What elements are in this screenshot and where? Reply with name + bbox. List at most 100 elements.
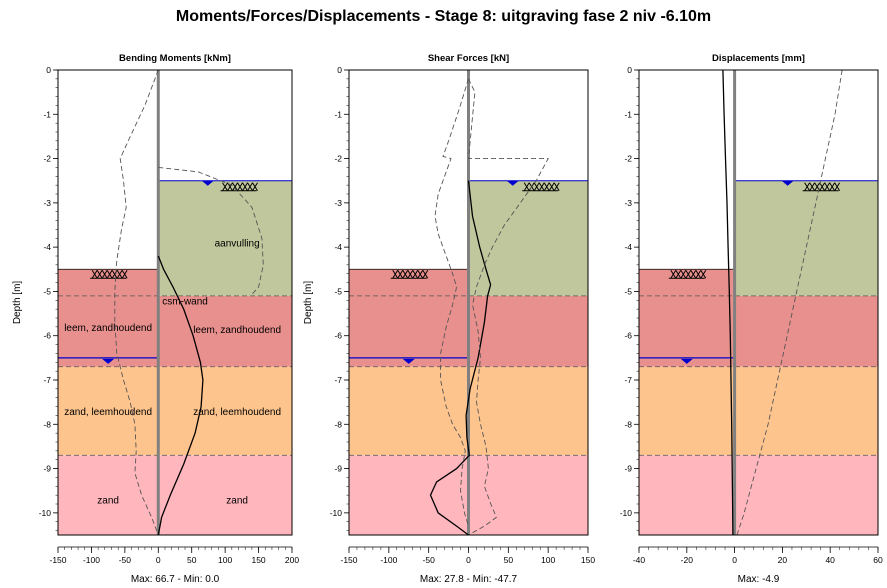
envelope-curve bbox=[468, 78, 549, 536]
y-tick-label: -2 bbox=[334, 154, 342, 164]
soil-layer-left bbox=[349, 269, 469, 367]
panel-title: Bending Moments [kNm] bbox=[119, 53, 231, 64]
y-tick-label: -2 bbox=[43, 154, 51, 164]
y-axis-label: Depth [m] bbox=[303, 281, 314, 325]
ground-hatch-icon-stroke bbox=[804, 182, 811, 191]
soil-layer-right bbox=[734, 455, 878, 535]
y-tick-label: 0 bbox=[337, 65, 342, 75]
x-tick-label: -100 bbox=[83, 555, 100, 565]
wall-label: csm-wand bbox=[162, 296, 208, 307]
ground-hatch-icon-stroke bbox=[242, 182, 248, 191]
ground-hatch-icon-stroke bbox=[222, 182, 228, 191]
ground-hatch-icon-stroke bbox=[91, 270, 98, 279]
x-tick-label: 50 bbox=[504, 555, 514, 565]
soil-label-right: leem, zandhoudend bbox=[193, 325, 281, 336]
y-tick-label: -6 bbox=[334, 331, 342, 341]
soil-layer-right bbox=[468, 455, 588, 535]
ground-hatch-icon-stroke bbox=[422, 270, 429, 279]
panel-title: Shear Forces [kN] bbox=[428, 53, 509, 64]
y-tick-label: -1 bbox=[43, 109, 51, 119]
y-tick-label: -4 bbox=[624, 242, 632, 252]
soil-layer-right bbox=[734, 180, 878, 296]
x-tick-label: 60 bbox=[873, 555, 883, 565]
ground-hatch-icon bbox=[220, 182, 258, 192]
x-tick-label: 100 bbox=[218, 555, 232, 565]
ground-hatch-icon-stroke bbox=[402, 270, 409, 279]
y-tick-label: -10 bbox=[620, 508, 633, 518]
x-tick-label: -150 bbox=[49, 555, 66, 565]
ground-hatch-icon-stroke bbox=[670, 270, 677, 279]
y-tick-label: -2 bbox=[624, 154, 632, 164]
main-title: Moments/Forces/Displacements - Stage 8: … bbox=[175, 8, 712, 25]
y-tick-label: -6 bbox=[43, 331, 51, 341]
y-tick-label: -7 bbox=[43, 375, 51, 385]
soil-label-right: aanvulling bbox=[215, 239, 260, 250]
ground-hatch-icon-stroke bbox=[252, 182, 258, 191]
plot-frame bbox=[348, 69, 589, 536]
y-tick-label: -8 bbox=[43, 419, 51, 429]
y-tick-label: -1 bbox=[624, 109, 632, 119]
ground-hatch-icon-stroke bbox=[553, 182, 560, 191]
soil-layer-left bbox=[349, 366, 469, 456]
soil-label-right: zand bbox=[226, 496, 248, 507]
ground-hatch-icon-stroke bbox=[96, 270, 103, 279]
ground-hatch-icon-stroke bbox=[685, 270, 692, 279]
y-tick-label: -8 bbox=[334, 419, 342, 429]
y-tick-label: -10 bbox=[39, 508, 52, 518]
ground-hatch-icon-stroke bbox=[392, 270, 399, 279]
y-axis-label: Depth [m] bbox=[12, 281, 23, 325]
x-tick-label: -100 bbox=[380, 555, 397, 565]
ground-hatch-icon-stroke bbox=[232, 182, 238, 191]
ground-hatch-icon-stroke bbox=[700, 270, 707, 279]
panel-footer: Max: 66.7 - Min: 0.0 bbox=[131, 574, 220, 585]
ground-hatch-icon-stroke bbox=[829, 182, 836, 191]
ground-hatch-icon-stroke bbox=[538, 182, 545, 191]
soil-layer-left bbox=[58, 366, 159, 456]
plot-frame bbox=[638, 69, 879, 536]
ground-hatch-icon-stroke bbox=[407, 270, 414, 279]
x-tick-label: -150 bbox=[340, 555, 357, 565]
y-tick-label: -5 bbox=[43, 286, 51, 296]
soil-label-right: zand, leemhoudend bbox=[193, 407, 281, 418]
y-tick-label: -4 bbox=[334, 242, 342, 252]
x-tick-label: 100 bbox=[541, 555, 555, 565]
soil-layer-right bbox=[734, 295, 878, 367]
y-tick-label: -9 bbox=[43, 464, 51, 474]
x-tick-label: 150 bbox=[251, 555, 265, 565]
soil-label-left: zand, leemhoudend bbox=[64, 407, 152, 418]
y-tick-label: -4 bbox=[43, 242, 51, 252]
water-level-icon bbox=[102, 358, 115, 364]
x-tick-label: -50 bbox=[423, 555, 436, 565]
y-tick-label: -7 bbox=[624, 375, 632, 385]
soil-layer-left bbox=[639, 455, 735, 535]
y-tick-label: -3 bbox=[624, 198, 632, 208]
y-tick-label: -9 bbox=[334, 464, 342, 474]
y-tick-label: -5 bbox=[334, 286, 342, 296]
soil-layer-right bbox=[468, 295, 588, 367]
x-tick-label: -20 bbox=[681, 555, 694, 565]
result-curve bbox=[157, 255, 204, 536]
ground-hatch-icon-stroke bbox=[106, 270, 113, 279]
soil-layer-right bbox=[468, 366, 588, 456]
y-tick-label: 0 bbox=[627, 65, 632, 75]
ground-hatch-icon-stroke bbox=[397, 270, 404, 279]
soil-layer-left bbox=[58, 269, 159, 367]
water-level-icon bbox=[201, 180, 214, 186]
ground-hatch-icon-stroke bbox=[417, 270, 424, 279]
y-tick-label: 0 bbox=[46, 65, 51, 75]
x-tick-label: 40 bbox=[825, 555, 835, 565]
ground-hatch-icon bbox=[668, 270, 707, 279]
ground-hatch-icon-stroke bbox=[834, 182, 841, 191]
ground-hatch-icon-stroke bbox=[675, 270, 682, 279]
ground-hatch-icon-stroke bbox=[819, 182, 826, 191]
ground-hatch-icon-stroke bbox=[533, 182, 540, 191]
water-level-icon bbox=[402, 358, 415, 364]
x-tick-label: -50 bbox=[119, 555, 132, 565]
y-tick-label: -9 bbox=[624, 464, 632, 474]
soil-layer-right bbox=[734, 366, 878, 456]
result-curve bbox=[722, 69, 734, 536]
ground-hatch-icon-stroke bbox=[111, 270, 118, 279]
ground-hatch-icon-stroke bbox=[116, 270, 123, 279]
envelope-curve bbox=[736, 69, 843, 536]
